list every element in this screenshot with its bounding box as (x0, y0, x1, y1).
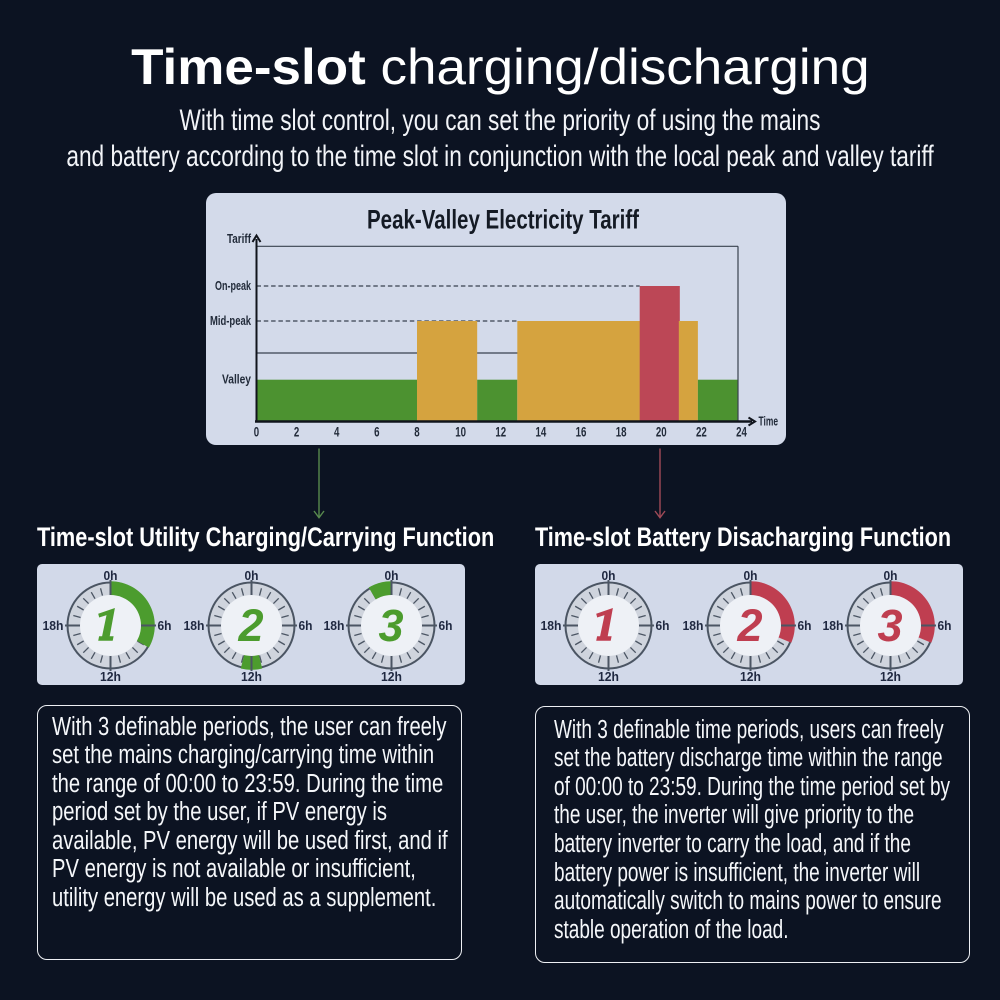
svg-text:6h: 6h (938, 619, 952, 633)
svg-text:2: 2 (736, 600, 762, 651)
svg-text:2: 2 (237, 600, 263, 651)
svg-text:6h: 6h (798, 619, 812, 633)
svg-text:0h: 0h (884, 569, 898, 583)
svg-text:18h: 18h (683, 619, 704, 633)
svg-text:14: 14 (535, 425, 546, 440)
svg-text:18: 18 (616, 425, 627, 440)
svg-text:3: 3 (378, 600, 403, 651)
svg-text:0h: 0h (385, 569, 399, 583)
svg-text:18h: 18h (823, 619, 844, 633)
svg-text:4: 4 (334, 425, 340, 440)
svg-text:0: 0 (254, 425, 259, 440)
svg-text:Valley: Valley (222, 373, 251, 387)
svg-text:2: 2 (294, 425, 299, 440)
svg-text:12: 12 (495, 425, 506, 440)
svg-text:0h: 0h (744, 569, 758, 583)
svg-text:18h: 18h (43, 619, 64, 633)
svg-text:6h: 6h (439, 619, 453, 633)
svg-text:18h: 18h (541, 619, 562, 633)
svg-text:Peak-Valley Electricity Tariff: Peak-Valley Electricity Tariff (367, 205, 639, 235)
svg-text:0h: 0h (602, 569, 616, 583)
svg-text:12h: 12h (740, 670, 761, 684)
svg-text:0h: 0h (104, 569, 118, 583)
svg-text:20: 20 (656, 425, 667, 440)
svg-text:6h: 6h (656, 619, 670, 633)
svg-text:12h: 12h (381, 670, 402, 684)
svg-text:24: 24 (736, 425, 747, 440)
svg-text:6h: 6h (158, 619, 172, 633)
svg-text:12h: 12h (598, 670, 619, 684)
svg-text:3: 3 (877, 600, 902, 651)
svg-text:12h: 12h (880, 670, 901, 684)
svg-text:6h: 6h (299, 619, 313, 633)
svg-text:Mid-peak: Mid-peak (210, 314, 251, 328)
svg-text:12h: 12h (100, 670, 121, 684)
svg-text:18h: 18h (184, 619, 205, 633)
svg-text:Time: Time (759, 415, 779, 429)
svg-text:On-peak: On-peak (215, 279, 251, 293)
svg-text:12h: 12h (241, 670, 262, 684)
svg-text:22: 22 (696, 425, 707, 440)
svg-text:16: 16 (576, 425, 587, 440)
svg-text:10: 10 (455, 425, 466, 440)
svg-text:0h: 0h (245, 569, 259, 583)
svg-text:Tariff: Tariff (227, 232, 252, 246)
svg-text:8: 8 (414, 425, 420, 440)
svg-text:18h: 18h (324, 619, 345, 633)
svg-text:6: 6 (374, 425, 380, 440)
